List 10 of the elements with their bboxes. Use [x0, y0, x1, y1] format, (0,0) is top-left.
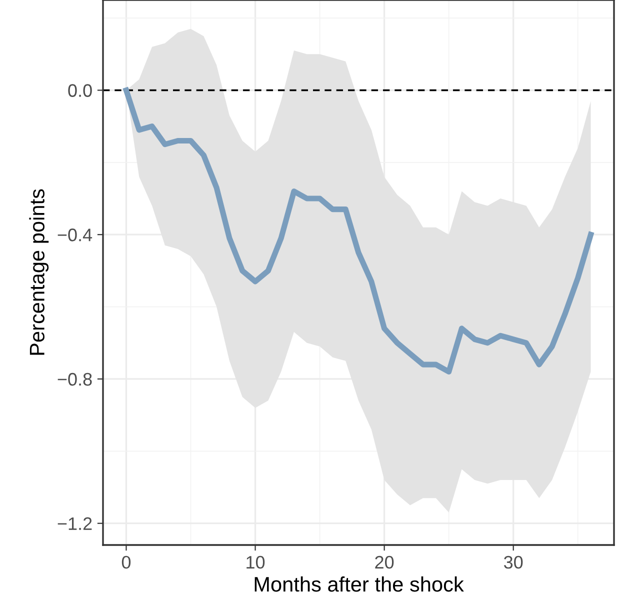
x-tick-label: 30: [504, 556, 523, 569]
x-axis-title: Months after the shock: [254, 576, 464, 592]
x-tick-label: 10: [246, 556, 265, 569]
x-tick-label: 20: [375, 556, 394, 569]
y-tick-label: −0.8: [58, 372, 92, 386]
y-tick-label: −1.2: [58, 517, 92, 530]
y-axis-title: Percentage points: [29, 189, 49, 355]
y-tick-label: 0.0: [68, 84, 92, 97]
y-tick-label: −0.4: [58, 228, 92, 242]
x-tick-label: 0: [122, 556, 131, 569]
